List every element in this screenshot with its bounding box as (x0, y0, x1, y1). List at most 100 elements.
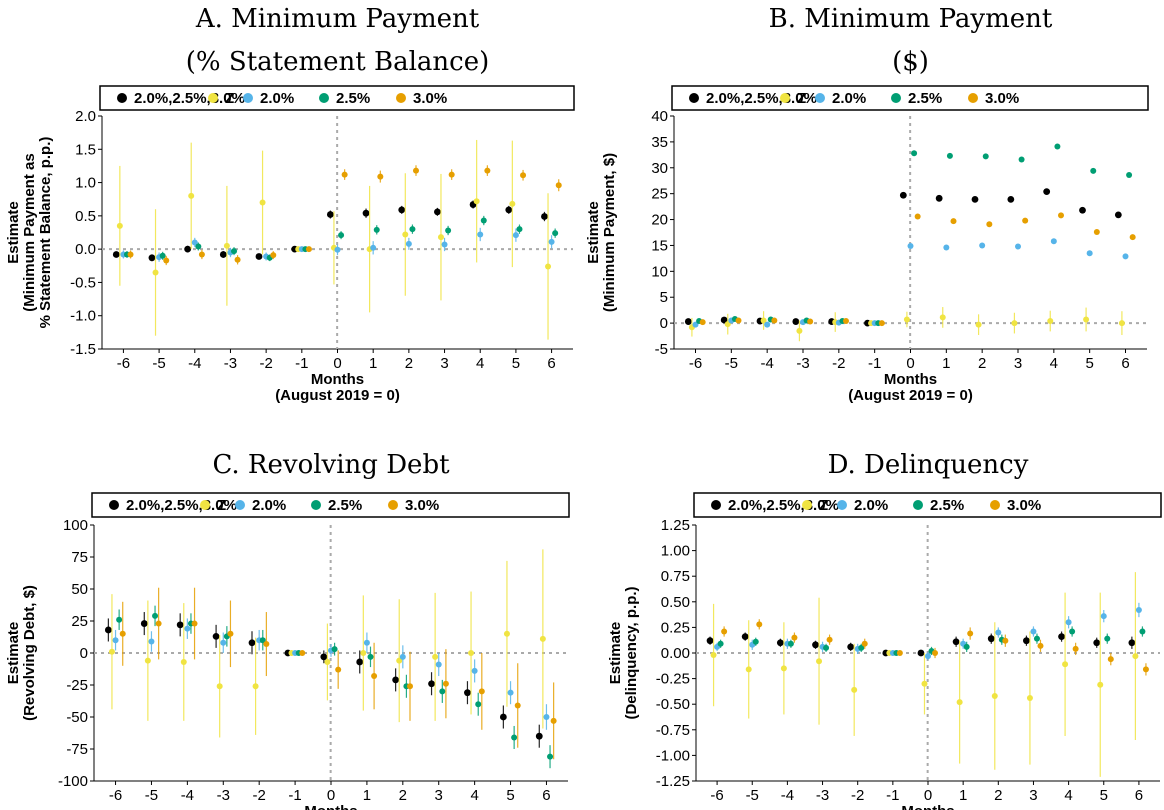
data-point (991, 693, 998, 700)
y-tick-label: -0.25 (656, 671, 690, 688)
legend-label: 3.0% (405, 497, 439, 514)
data-point (116, 222, 123, 229)
data-point (480, 217, 487, 224)
data-point (152, 612, 159, 619)
data-point (1050, 238, 1057, 245)
data-point (503, 630, 510, 637)
data-point (148, 254, 156, 262)
data-point (356, 658, 364, 666)
x-axis-label: (August 2019 = 0) (275, 387, 400, 404)
legend-marker (802, 500, 812, 510)
data-point (191, 239, 198, 246)
panel-c: C. Revolving Debt 2.0%,2.5%,3.0%Z 2.0% 2.5%… (5, 450, 570, 810)
data-point (1072, 645, 1079, 652)
y-tick-label: 1.5 (75, 141, 96, 158)
data-point (979, 242, 986, 249)
data-point (1002, 637, 1009, 644)
data-point (159, 252, 166, 259)
data-point (939, 314, 946, 321)
data-point (448, 171, 455, 178)
x-tick-label: -5 (152, 355, 165, 372)
data-point (473, 198, 480, 205)
data-point (520, 172, 527, 179)
x-tick-label: 1 (942, 355, 950, 372)
data-point (851, 686, 858, 693)
y-tick-label: 25 (71, 613, 88, 630)
legend-marker (235, 500, 245, 510)
series-z (116, 139, 552, 340)
data-point (932, 650, 939, 656)
y-tick-label: 75 (71, 549, 88, 566)
x-tick-label: -6 (109, 787, 122, 804)
panel-a: A. Minimum Payment (% Statement Balance) 2… (5, 4, 575, 404)
y-axis-label: (Delinquency, p.p.) (623, 586, 640, 719)
x-tick-label: -4 (760, 355, 773, 372)
panel-title: (% Statement Balance) (186, 47, 489, 77)
data-point (432, 653, 439, 660)
panel-title: A. Minimum Payment (195, 4, 480, 34)
data-point (847, 643, 855, 651)
data-point (543, 714, 550, 720)
x-tick-label: 5 (1100, 787, 1108, 804)
y-tick-label: 0.5 (75, 208, 96, 225)
data-point (259, 199, 266, 206)
x-tick-label: -3 (224, 355, 237, 372)
x-tick-label: -2 (832, 355, 845, 372)
x-tick-label: 2 (399, 787, 407, 804)
x-tick-label: -6 (117, 355, 130, 372)
y-tick-label: 0 (80, 645, 88, 662)
data-point (270, 252, 277, 259)
series-z (710, 572, 1139, 777)
data-point (334, 246, 341, 253)
data-point (1129, 234, 1136, 241)
data-point (1128, 639, 1136, 647)
y-axis-label: Estimate (607, 622, 624, 685)
data-point (442, 680, 449, 687)
data-point (741, 633, 749, 641)
data-point (1090, 167, 1097, 174)
y-tick-label: 50 (71, 581, 88, 598)
data-point (552, 230, 559, 237)
legend-marker (388, 500, 398, 510)
data-point (367, 653, 374, 660)
legend-label: 2.0%,2.5%,3.0% (134, 90, 245, 107)
data-point (710, 652, 717, 659)
data-point (471, 667, 478, 674)
y-tick-label: 1.0 (75, 175, 96, 192)
data-point (216, 683, 223, 690)
data-point (717, 640, 724, 647)
legend-label: 2.0%,2.5%,3.0% (706, 90, 817, 107)
data-point (756, 621, 763, 628)
data-point (684, 318, 692, 325)
data-point (176, 621, 184, 629)
legend-label: Z (217, 497, 226, 514)
data-point (1054, 143, 1061, 150)
x-tick-label: -4 (188, 355, 201, 372)
legend-marker (396, 93, 406, 103)
data-point (326, 211, 334, 218)
y-tick-label: 0.25 (661, 619, 690, 636)
data-point (259, 637, 266, 644)
data-point (812, 641, 819, 649)
data-point (950, 218, 957, 225)
y-tick-label: 0.50 (661, 594, 690, 611)
data-point (227, 630, 234, 637)
legend-label: 3.0% (1007, 497, 1041, 514)
legend-label: Z (225, 90, 234, 107)
legend-label: Z (819, 497, 828, 514)
data-point (1015, 243, 1021, 250)
data-point (212, 632, 220, 640)
data-point (807, 318, 814, 325)
data-point (219, 251, 227, 258)
data-point (826, 636, 833, 643)
data-point (935, 194, 943, 202)
data-point (392, 676, 400, 684)
data-point (1118, 320, 1125, 327)
legend-marker (891, 93, 901, 103)
data-point (180, 658, 187, 665)
data-point (878, 320, 885, 327)
y-tick-label: 0 (660, 315, 668, 332)
data-point (535, 732, 543, 740)
data-point (263, 641, 270, 648)
